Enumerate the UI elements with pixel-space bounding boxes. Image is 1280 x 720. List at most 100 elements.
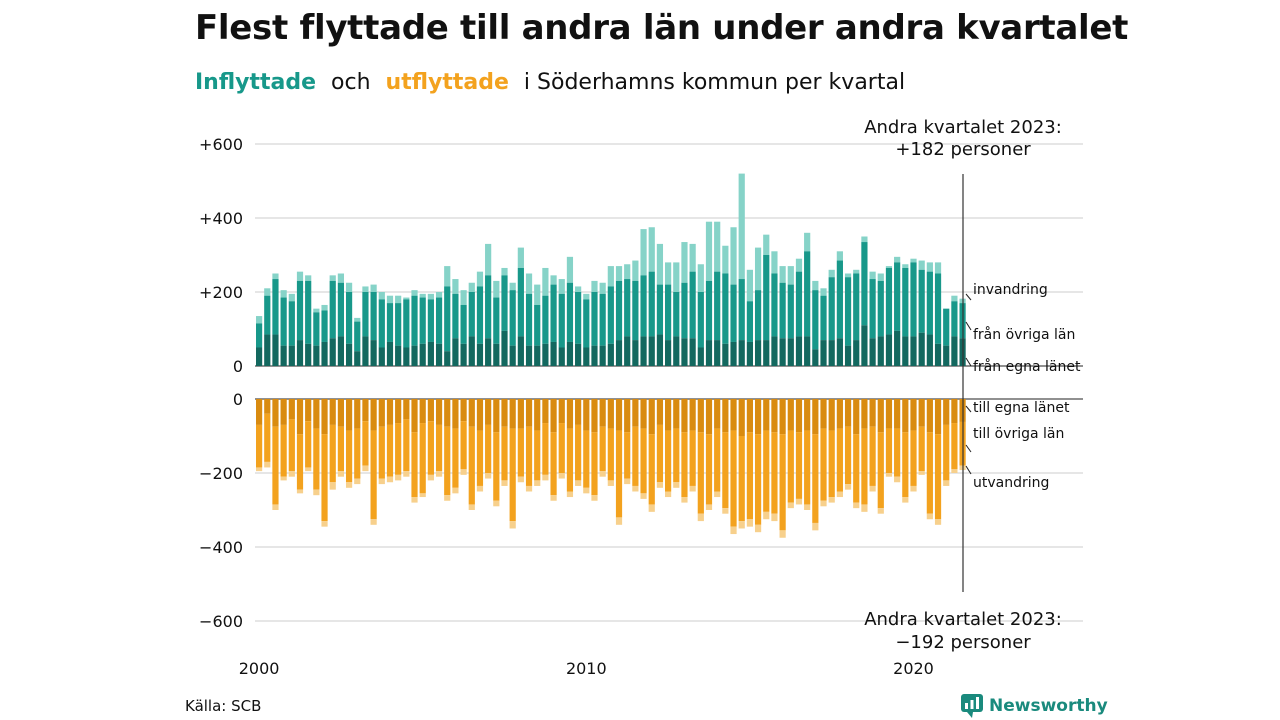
bar-till-ovriga-lan	[345, 430, 353, 483]
bar-till-egna-lanet	[395, 399, 402, 424]
bar-invandring	[575, 286, 582, 292]
y-tick-label: −600	[199, 612, 243, 631]
bar-invandring	[337, 273, 344, 283]
bar-till-ovriga-lan	[894, 428, 901, 477]
bar-till-ovriga-lan	[591, 432, 598, 496]
bar-fran-ovriga-lan	[362, 292, 369, 337]
bar-till-ovriga-lan	[264, 413, 271, 462]
bar-till-ovriga-lan	[256, 424, 263, 468]
bar-fran-ovriga-lan	[787, 284, 794, 339]
bar-invandring	[305, 275, 312, 281]
bar-fran-ovriga-lan	[656, 284, 664, 335]
bar-till-egna-lanet	[280, 399, 287, 425]
bar-fran-ovriga-lan	[354, 321, 361, 352]
bar-utvandring	[362, 465, 369, 472]
bar-invandring	[722, 245, 729, 274]
chart-title: Flest flyttade till andra län under andr…	[195, 8, 1129, 48]
bar-till-ovriga-lan	[934, 434, 942, 520]
bar-utvandring	[771, 513, 778, 522]
bar-till-egna-lanet	[435, 399, 443, 425]
y-tick-label: +400	[199, 209, 243, 228]
bar-fran-ovriga-lan	[476, 286, 484, 344]
bar-fran-egna-lanet	[296, 340, 304, 366]
label-till-egna-lanet: till egna länet	[973, 400, 1070, 416]
bar-fran-egna-lanet	[836, 338, 843, 366]
bar-invandring	[804, 232, 811, 252]
bar-fran-egna-lanet	[624, 336, 631, 366]
bar-fran-egna-lanet	[779, 338, 786, 366]
bar-till-egna-lanet	[296, 399, 304, 435]
bar-till-ovriga-lan	[329, 424, 336, 483]
bar-fran-egna-lanet	[403, 347, 410, 366]
bar-fran-ovriga-lan	[853, 273, 860, 341]
bar-till-egna-lanet	[485, 399, 492, 425]
bar-till-egna-lanet	[877, 399, 884, 433]
bar-invandring	[280, 290, 287, 298]
bar-till-egna-lanet	[795, 399, 803, 433]
bar-utvandring	[763, 511, 770, 520]
bar-fran-egna-lanet	[542, 343, 549, 366]
bar-invandring	[763, 234, 770, 255]
bar-utvandring	[705, 504, 713, 510]
bar-fran-egna-lanet	[902, 336, 909, 366]
bar-fran-ovriga-lan	[575, 292, 582, 344]
bar-fran-egna-lanet	[738, 340, 745, 366]
bar-till-egna-lanet	[476, 399, 484, 431]
bar-till-ovriga-lan	[550, 432, 557, 496]
bar-till-ovriga-lan	[681, 432, 688, 498]
bar-fran-ovriga-lan	[771, 273, 778, 337]
bar-fran-ovriga-lan	[280, 297, 287, 346]
newsworthy-logo[interactable]: Newsworthy	[961, 694, 1108, 718]
bar-invandring	[681, 242, 688, 283]
bar-invandring	[844, 273, 852, 278]
bar-fran-ovriga-lan	[321, 310, 328, 342]
bar-utvandring	[853, 502, 860, 509]
bar-fran-egna-lanet	[656, 334, 664, 366]
bar-fran-egna-lanet	[918, 332, 925, 366]
bar-till-egna-lanet	[754, 399, 762, 435]
bar-utvandring	[468, 504, 475, 510]
bar-utvandring	[787, 502, 794, 509]
y-tick-label: −200	[199, 464, 243, 483]
bar-fran-ovriga-lan	[599, 293, 606, 346]
bar-fran-ovriga-lan	[419, 297, 426, 344]
bar-utvandring	[746, 519, 753, 527]
bar-till-ovriga-lan	[468, 426, 475, 505]
bar-invandring	[468, 282, 475, 292]
bar-fran-egna-lanet	[288, 345, 295, 366]
bar-till-ovriga-lan	[378, 426, 385, 479]
bar-fran-egna-lanet	[934, 343, 942, 366]
bar-invandring	[656, 243, 664, 285]
bar-till-egna-lanet	[730, 399, 737, 431]
bar-fran-ovriga-lan	[566, 282, 574, 342]
bar-utvandring	[607, 480, 614, 486]
bar-till-egna-lanet	[558, 399, 565, 424]
bar-till-ovriga-lan	[640, 428, 647, 494]
bar-fran-ovriga-lan	[869, 279, 876, 339]
bar-till-egna-lanet	[763, 399, 770, 431]
bar-till-egna-lanet	[575, 399, 582, 425]
bar-till-ovriga-lan	[795, 432, 803, 499]
bar-till-egna-lanet	[534, 399, 541, 431]
bar-till-ovriga-lan	[370, 430, 377, 520]
bar-invandring	[550, 275, 557, 285]
bar-utvandring	[296, 489, 304, 494]
bar-fran-ovriga-lan	[902, 267, 909, 337]
bar-till-egna-lanet	[812, 399, 819, 435]
bar-invandring	[820, 288, 827, 296]
bar-till-ovriga-lan	[820, 428, 827, 501]
bar-invandring	[828, 269, 835, 278]
bar-fran-ovriga-lan	[885, 267, 893, 335]
bar-invandring	[296, 271, 304, 281]
bar-fran-ovriga-lan	[795, 271, 803, 337]
bar-fran-ovriga-lan	[934, 273, 942, 344]
bar-invandring	[370, 284, 377, 292]
bar-till-ovriga-lan	[558, 423, 565, 473]
bar-till-ovriga-lan	[452, 428, 459, 488]
label-fran-egna-lanet-leader	[965, 357, 972, 367]
bar-fran-ovriga-lan	[926, 271, 933, 335]
bar-fran-egna-lanet	[525, 345, 533, 366]
bar-invandring	[697, 264, 704, 292]
bar-fran-egna-lanet	[485, 338, 492, 366]
x-tick-label: 2000	[239, 659, 280, 678]
